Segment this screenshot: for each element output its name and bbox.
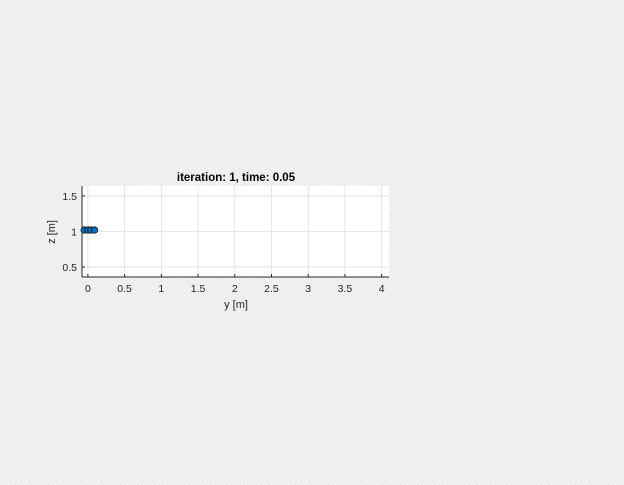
x-tick-label-6: 3: [305, 283, 311, 295]
data-points: [80, 226, 99, 234]
x-tick-label-1: 0.5: [117, 283, 132, 295]
x-tick-label-5: 2.5: [264, 283, 279, 295]
y-tick-label-2: 1.5: [62, 191, 77, 203]
x-axis-label: y [m]: [224, 299, 248, 311]
x-tick-label-7: 3.5: [338, 283, 353, 295]
x-tick-label-2: 1: [158, 283, 164, 295]
y-axis-label: z [m]: [46, 220, 58, 244]
x-tick-label-8: 4: [379, 283, 385, 295]
chart-title: iteration: 1, time: 0.05: [177, 172, 296, 184]
x-tick-label-0: 0: [85, 283, 91, 295]
x-tick-label-4: 2: [232, 283, 238, 295]
data-point-0-3: [90, 226, 99, 234]
y-tick-label-1: 1: [71, 227, 77, 239]
x-tick-label-3: 1.5: [191, 283, 206, 295]
y-tick-label-0: 0.5: [62, 262, 77, 274]
x-ticks: 0 0.5 1 1.5 2 2.5 3 3.5 4: [85, 274, 385, 295]
grid: [82, 186, 389, 277]
